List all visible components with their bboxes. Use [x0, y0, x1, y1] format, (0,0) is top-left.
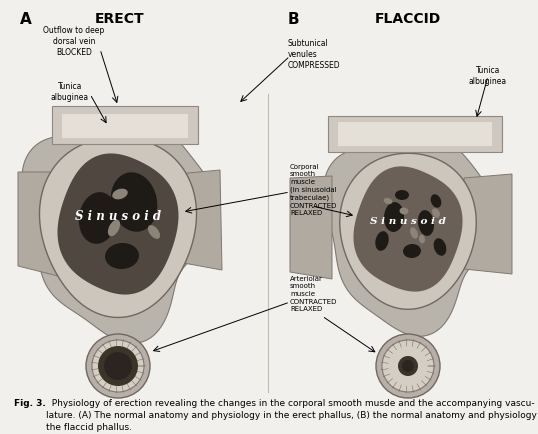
Polygon shape — [52, 106, 198, 144]
Ellipse shape — [111, 172, 157, 232]
Ellipse shape — [148, 225, 160, 239]
Ellipse shape — [431, 194, 441, 208]
Ellipse shape — [395, 190, 409, 200]
Ellipse shape — [79, 192, 117, 244]
Polygon shape — [353, 166, 463, 292]
Text: Fig. 3.: Fig. 3. — [14, 399, 46, 408]
Circle shape — [104, 352, 132, 380]
Polygon shape — [464, 174, 512, 274]
Circle shape — [398, 356, 418, 376]
Polygon shape — [338, 122, 492, 146]
Circle shape — [376, 334, 440, 398]
Text: Corporal
smooth
muscle
(in sinusoidal
trabeculae)
CONTRACTED
RELAXED: Corporal smooth muscle (in sinusoidal tr… — [290, 164, 337, 216]
Polygon shape — [323, 137, 497, 336]
Ellipse shape — [419, 234, 425, 243]
Text: FLACCID: FLACCID — [375, 12, 441, 26]
Text: Arteriolar
smooth
muscle
CONTRACTED
RELAXED: Arteriolar smooth muscle CONTRACTED RELA… — [290, 276, 337, 312]
Text: S i n u s o i d: S i n u s o i d — [75, 210, 161, 223]
Polygon shape — [58, 154, 179, 295]
Polygon shape — [290, 176, 332, 279]
Ellipse shape — [400, 207, 408, 214]
Text: Subtunical
venules
COMPRESSED: Subtunical venules COMPRESSED — [288, 39, 341, 70]
Polygon shape — [62, 114, 188, 138]
Text: Tunica
albuginea: Tunica albuginea — [51, 82, 89, 102]
Polygon shape — [22, 123, 218, 343]
Ellipse shape — [434, 238, 447, 256]
Text: S i n u s o i d: S i n u s o i d — [370, 217, 446, 226]
Text: ERECT: ERECT — [95, 12, 145, 26]
Text: Physiology of erection revealing the changes in the corporal smooth musde and th: Physiology of erection revealing the cha… — [46, 399, 538, 431]
Ellipse shape — [105, 243, 139, 269]
Text: Outflow to deep
dorsal vein
BLOCKED: Outflow to deep dorsal vein BLOCKED — [44, 26, 104, 57]
Circle shape — [98, 346, 138, 386]
Ellipse shape — [108, 220, 120, 236]
Ellipse shape — [410, 227, 418, 239]
Polygon shape — [339, 153, 476, 309]
Circle shape — [402, 360, 414, 372]
Polygon shape — [39, 138, 196, 317]
Ellipse shape — [376, 231, 389, 251]
Ellipse shape — [112, 189, 128, 199]
Circle shape — [86, 334, 150, 398]
Polygon shape — [328, 116, 502, 152]
Ellipse shape — [384, 198, 392, 204]
Ellipse shape — [384, 202, 404, 232]
Ellipse shape — [403, 244, 421, 258]
Circle shape — [92, 340, 144, 392]
Polygon shape — [178, 170, 222, 270]
Circle shape — [382, 340, 434, 392]
Text: A: A — [20, 12, 32, 27]
Text: Tunica
albuginea: Tunica albuginea — [469, 66, 507, 86]
Ellipse shape — [432, 208, 440, 217]
Polygon shape — [18, 172, 58, 276]
Ellipse shape — [418, 210, 434, 236]
Text: B: B — [288, 12, 300, 27]
